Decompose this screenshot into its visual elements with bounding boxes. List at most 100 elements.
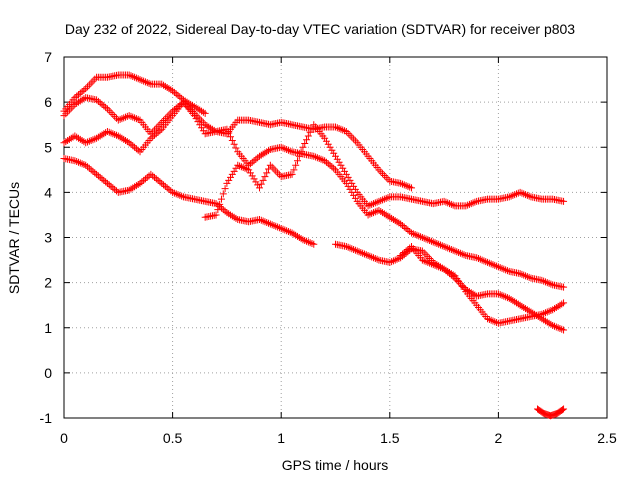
- data-point-interp: [87, 136, 95, 144]
- data-point: [440, 265, 448, 273]
- data-point-interp: [500, 265, 508, 273]
- data-point: [288, 229, 296, 237]
- data-point-interp: [304, 132, 312, 140]
- data-point-interp: [107, 129, 115, 137]
- data-point-interp: [433, 240, 441, 248]
- data-point: [560, 299, 568, 307]
- data-point-interp: [198, 124, 206, 132]
- x-tick-label: 0: [60, 430, 68, 446]
- data-point-interp: [545, 307, 553, 315]
- data-point: [538, 310, 546, 318]
- data-point-interp: [447, 270, 455, 278]
- data-point-interp: [96, 132, 104, 140]
- data-point-interp: [398, 221, 406, 229]
- data-point-interp: [205, 123, 213, 131]
- data-point-interp: [554, 324, 562, 332]
- data-point-interp: [404, 182, 412, 190]
- data-layer: [60, 71, 568, 420]
- data-point-interp: [509, 297, 517, 305]
- data-point: [158, 179, 166, 187]
- data-point-interp: [122, 113, 130, 121]
- data-point-interp: [259, 176, 267, 184]
- x-tick-label: 2.5: [597, 430, 617, 446]
- data-point-interp: [351, 185, 359, 193]
- data-point: [560, 283, 568, 291]
- data-point-interp: [411, 230, 419, 238]
- data-point-interp: [228, 170, 236, 178]
- data-point-interp: [465, 200, 473, 208]
- data-point-interp: [371, 199, 379, 207]
- data-point-interp: [78, 160, 86, 168]
- x-tick-label: 1: [277, 430, 285, 446]
- data-point-interp: [281, 226, 289, 234]
- data-point-interp: [377, 168, 385, 176]
- data-point-interp: [456, 249, 464, 257]
- data-point-interp: [152, 175, 160, 183]
- data-point-interp: [433, 262, 441, 270]
- data-point-interp: [541, 309, 549, 317]
- y-tick-label: 7: [44, 49, 52, 65]
- data-point-interp: [84, 138, 92, 146]
- data-point: [201, 109, 209, 117]
- data-point: [169, 188, 177, 196]
- data-point: [375, 206, 383, 214]
- data-point-interp: [500, 292, 508, 300]
- data-point-interp: [241, 164, 249, 172]
- data-point-interp: [507, 192, 515, 200]
- data-point-interp: [64, 136, 72, 144]
- data-point-interp: [379, 170, 387, 178]
- data-point-interp: [105, 107, 113, 115]
- data-point-interp: [127, 140, 135, 148]
- data-point: [364, 211, 372, 219]
- data-point-interp: [149, 172, 157, 180]
- data-point-interp: [132, 182, 140, 190]
- data-point-interp: [73, 99, 81, 107]
- data-point: [103, 127, 111, 135]
- data-point-interp: [458, 250, 466, 258]
- data-point-interp: [388, 258, 396, 266]
- data-point-interp: [74, 158, 82, 166]
- data-point-interp: [379, 209, 387, 217]
- series-track-2: [60, 94, 416, 192]
- data-point-interp: [261, 218, 269, 226]
- data-point-interp: [543, 279, 551, 287]
- data-point-interp: [348, 179, 356, 187]
- data-point-interp: [498, 291, 506, 299]
- data-point-interp: [109, 184, 117, 192]
- data-point: [386, 213, 394, 221]
- data-point-interp: [76, 159, 84, 167]
- data-point-interp: [274, 169, 282, 177]
- data-point-interp: [217, 204, 225, 212]
- plot-frame: [63, 56, 608, 419]
- data-point-interp: [290, 166, 298, 174]
- data-point-interp: [350, 182, 358, 190]
- data-point-interp: [127, 185, 135, 193]
- data-point-interp: [89, 136, 97, 144]
- data-point-interp: [131, 114, 139, 122]
- data-point: [103, 105, 111, 113]
- data-point-interp: [283, 146, 291, 154]
- data-point-interp: [373, 255, 381, 263]
- data-point: [103, 179, 111, 187]
- data-point-interp: [85, 164, 93, 172]
- data-point-interp: [306, 128, 314, 136]
- data-point-interp: [380, 210, 388, 218]
- data-point: [169, 87, 177, 95]
- data-point-interp: [257, 151, 265, 159]
- data-point-interp: [446, 245, 454, 253]
- data-point-interp: [73, 158, 81, 166]
- data-point-interp: [341, 167, 349, 175]
- label-layer: 0 0.5 1 1.5 2 2.5 -1 0 1 2 3 4 5 6 7: [40, 49, 617, 446]
- data-point-interp: [380, 171, 388, 179]
- data-point-interp: [131, 183, 139, 191]
- data-point-interp: [322, 158, 330, 166]
- data-point-interp: [368, 253, 376, 261]
- data-point-interp: [558, 406, 566, 414]
- data-point-interp: [292, 161, 300, 169]
- data-point-interp: [295, 152, 303, 160]
- data-point-interp: [138, 76, 146, 84]
- data-point-interp: [431, 239, 439, 247]
- data-point-interp: [174, 191, 182, 199]
- data-point-interp: [105, 128, 113, 136]
- data-point-interp: [217, 195, 225, 203]
